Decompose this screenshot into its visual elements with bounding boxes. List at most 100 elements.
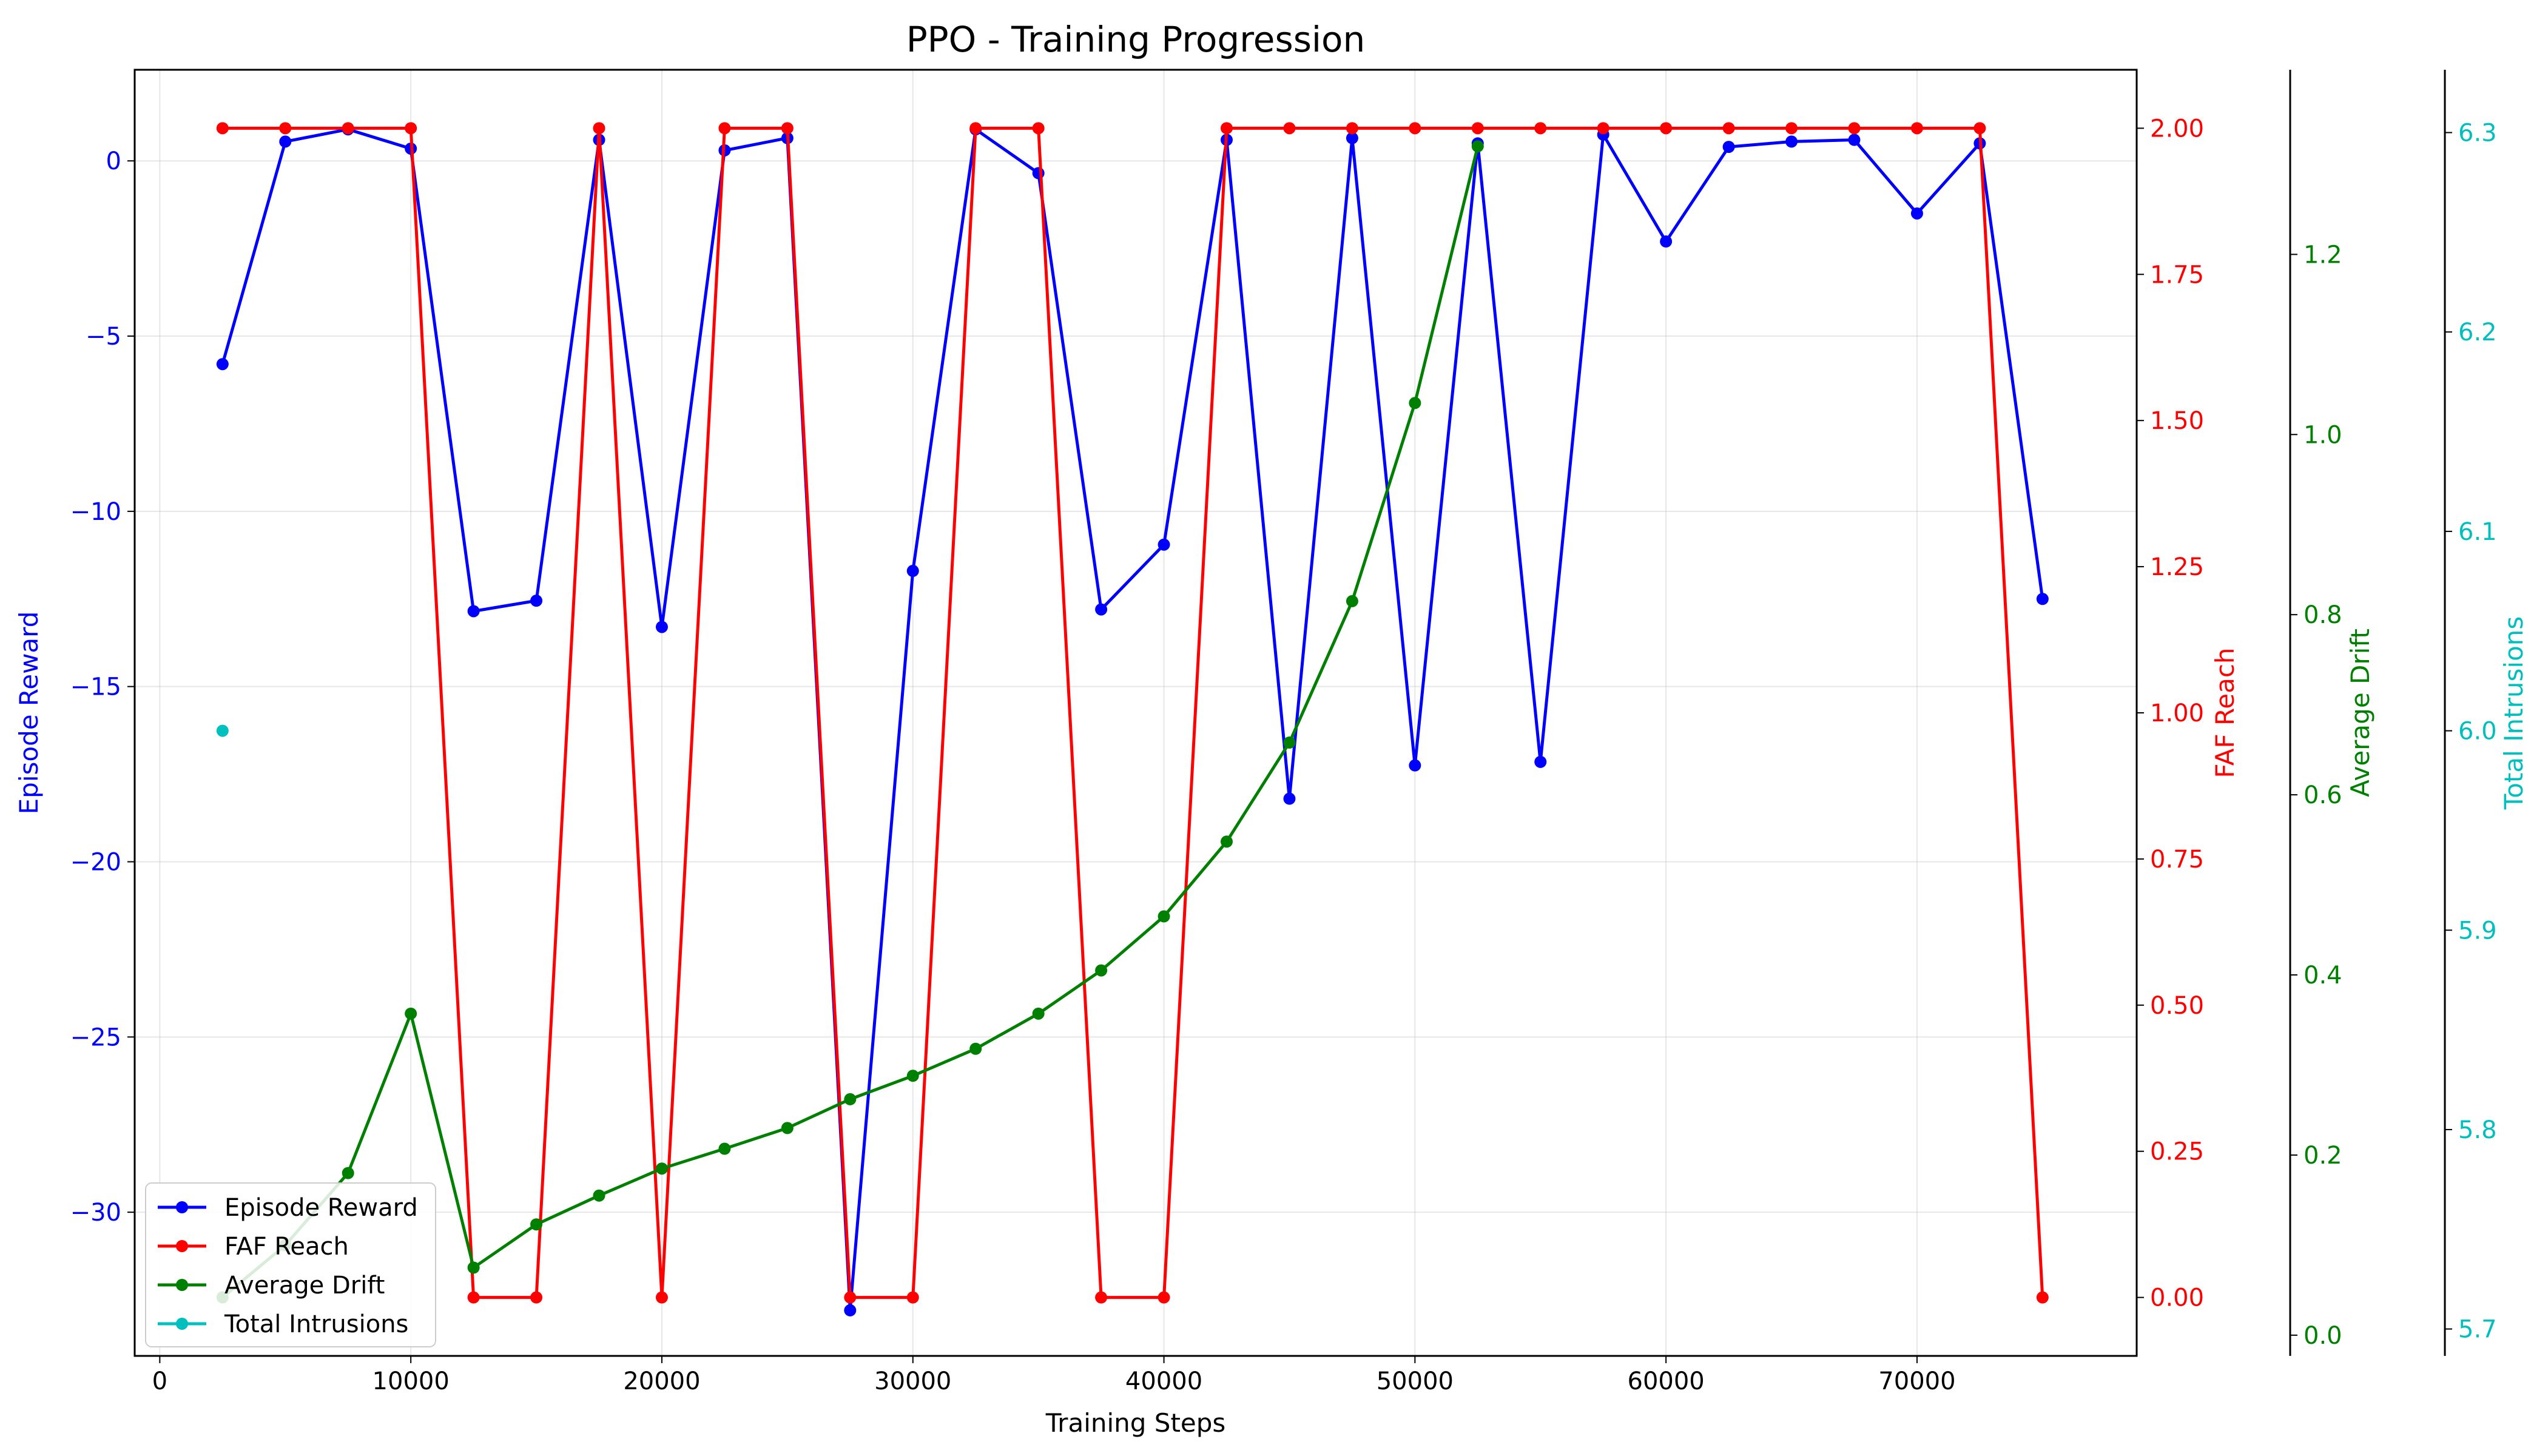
- data-point: [1283, 736, 1296, 749]
- y-tick-label-drift: 1.0: [2304, 421, 2342, 449]
- data-point: [906, 1291, 919, 1304]
- x-tick-label: 40000: [1125, 1367, 1202, 1395]
- y-tick-label-faf: 1.00: [2150, 699, 2204, 727]
- data-point: [1722, 141, 1735, 153]
- legend-box: [145, 1182, 436, 1347]
- x-tick-label: 0: [152, 1367, 167, 1395]
- data-point: [844, 1093, 857, 1105]
- y-tick-label-reward: −25: [70, 1023, 121, 1051]
- chart-title: PPO - Training Progression: [906, 19, 1366, 60]
- data-point: [1283, 122, 1296, 135]
- data-point: [655, 1291, 668, 1304]
- y-tick-label-drift: 0.8: [2304, 601, 2342, 629]
- y-tick-label-faf: 1.75: [2150, 261, 2204, 289]
- data-point: [1848, 122, 1861, 135]
- y-tick-label-drift: 1.2: [2304, 241, 2342, 269]
- data-point: [1534, 755, 1547, 768]
- y-tick-label-reward: −20: [70, 849, 121, 877]
- y-tick-label-faf: 1.25: [2150, 553, 2204, 581]
- data-point: [1722, 122, 1735, 135]
- y-tick-label-drift: 0.6: [2304, 781, 2342, 809]
- legend-item: Total Intrusions: [158, 1310, 408, 1338]
- y-tick-label-intr: 5.8: [2458, 1116, 2497, 1144]
- data-point: [467, 1291, 480, 1304]
- data-point: [1660, 122, 1673, 135]
- data-point: [1032, 1007, 1045, 1020]
- legend-item: Episode Reward: [158, 1194, 418, 1222]
- y-tick-label-reward: 0: [106, 147, 121, 175]
- data-point: [279, 135, 292, 148]
- legend-item: FAF Reach: [158, 1233, 349, 1261]
- x-tick-label: 30000: [874, 1367, 951, 1395]
- data-point: [1660, 235, 1673, 248]
- y-tick-label-reward: −30: [70, 1199, 121, 1227]
- data-point: [1346, 595, 1358, 607]
- y-axis-label-intr: Total Intrusions: [2499, 616, 2529, 811]
- x-tick-label: 50000: [1377, 1367, 1454, 1395]
- y-tick-label-reward: −5: [86, 323, 121, 351]
- y-axis-label-reward: Episode Reward: [14, 612, 44, 815]
- data-point: [1471, 122, 1484, 135]
- data-point: [1158, 538, 1170, 551]
- data-point: [1973, 122, 1986, 135]
- series-faf: [216, 122, 2049, 1304]
- data-point: [1785, 122, 1798, 135]
- data-point: [906, 565, 919, 578]
- legend-label: FAF Reach: [224, 1233, 349, 1261]
- data-point: [216, 724, 229, 737]
- data-point: [593, 1189, 605, 1202]
- legend-swatch-marker: [176, 1279, 188, 1291]
- y-tick-label-drift: 0.4: [2304, 962, 2342, 989]
- data-point: [1095, 603, 1108, 616]
- x-axis: 0 10000 20000 30000 40000 50000 60000 70000: [152, 1356, 1956, 1395]
- data-point: [1785, 135, 1798, 148]
- y-tick-label-drift: 0.2: [2304, 1142, 2342, 1170]
- x-tick-label: 70000: [1878, 1367, 1955, 1395]
- legend: Episode Reward FAF Reach Average Drift Tota…: [145, 1182, 436, 1347]
- y-tick-label-intr: 5.9: [2458, 917, 2497, 945]
- data-point: [1095, 1291, 1108, 1304]
- y-tick-label-faf: 2.00: [2150, 115, 2204, 143]
- y-tick-label-intr: 6.3: [2458, 120, 2497, 147]
- series-line: [221, 127, 2044, 1312]
- data-point: [593, 122, 605, 135]
- y-axis-label-faf: FAF Reach: [2210, 647, 2240, 778]
- data-point: [1032, 122, 1045, 135]
- legend-swatch-marker: [176, 1201, 188, 1213]
- data-point: [781, 1122, 794, 1134]
- y-tick-label-reward: −15: [70, 673, 121, 701]
- data-point: [718, 1142, 731, 1155]
- y-tick-label-intr: 5.7: [2458, 1316, 2497, 1344]
- y-tick-label-faf: 0.50: [2150, 992, 2204, 1020]
- data-point: [1283, 792, 1296, 805]
- y-tick-label-intr: 6.2: [2458, 318, 2497, 346]
- legend-label: Total Intrusions: [224, 1310, 408, 1338]
- data-point: [342, 122, 354, 135]
- data-point: [467, 1261, 480, 1274]
- data-point: [1409, 759, 1421, 772]
- data-point: [216, 358, 229, 371]
- data-point: [781, 122, 794, 135]
- data-point: [216, 122, 229, 135]
- data-point: [279, 122, 292, 135]
- data-point: [405, 122, 417, 135]
- series-intr: [216, 724, 229, 737]
- data-point: [906, 1070, 919, 1082]
- legend-swatch-marker: [176, 1240, 188, 1252]
- y-tick-label-faf: 0.75: [2150, 846, 2204, 874]
- data-point: [1158, 1291, 1170, 1304]
- y-tick-label-intr: 6.1: [2458, 518, 2497, 546]
- data-point: [1910, 122, 1923, 135]
- data-point: [1409, 397, 1421, 410]
- x-tick-label: 20000: [623, 1367, 700, 1395]
- data-point: [969, 1042, 982, 1055]
- data-point: [530, 595, 543, 607]
- data-point: [844, 1291, 857, 1304]
- data-point: [969, 122, 982, 135]
- data-point: [1597, 122, 1609, 135]
- data-point: [1346, 122, 1358, 135]
- data-point: [1471, 140, 1484, 153]
- y-tick-label-reward: −10: [70, 498, 121, 526]
- data-point: [655, 1162, 668, 1175]
